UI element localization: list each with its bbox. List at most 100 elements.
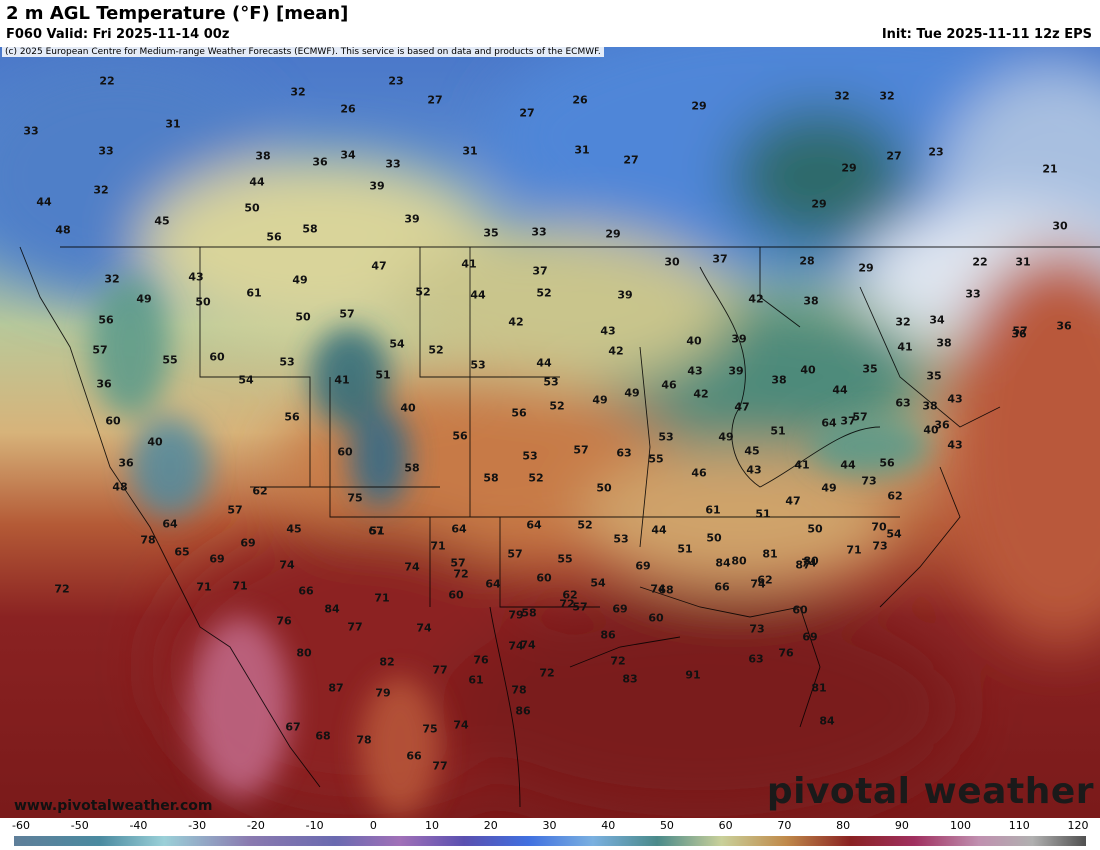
temperature-label: 55	[162, 353, 178, 367]
temperature-label: 49	[624, 386, 640, 400]
temperature-label: 56	[511, 406, 527, 420]
temperature-label: 74	[650, 582, 666, 596]
temperature-label: 44	[249, 175, 265, 189]
temperature-label: 37	[840, 414, 856, 428]
temperature-label: 57	[227, 503, 243, 517]
temperature-label: 38	[803, 294, 819, 308]
temperature-label: 52	[549, 399, 565, 413]
temperature-label: 38	[936, 336, 952, 350]
colorbar-tick-label: 10	[425, 819, 440, 832]
temperature-label: 42	[748, 292, 764, 306]
temperature-label: 21	[1042, 162, 1058, 176]
temperature-label: 47	[785, 494, 801, 508]
temperature-label: 22	[99, 74, 115, 88]
temperature-label: 57	[573, 443, 589, 457]
temperature-label: 36	[96, 377, 112, 391]
temperature-label: 54	[886, 527, 902, 541]
temperature-label: 57	[92, 343, 108, 357]
temperature-label: 67	[285, 720, 301, 734]
temperature-label: 65	[174, 545, 190, 559]
temperature-label: 60	[648, 611, 664, 625]
website-label[interactable]: www.pivotalweather.com	[14, 798, 213, 814]
temperature-label: 58	[483, 471, 499, 485]
temperature-label: 71	[430, 539, 446, 553]
temperature-label: 62	[562, 588, 578, 602]
temperature-label: 29	[811, 197, 827, 211]
temperature-label: 80	[803, 554, 819, 568]
temperature-label: 50	[807, 522, 823, 536]
temperature-label: 32	[290, 85, 306, 99]
temperature-map[interactable]: (c) 2025 European Centre for Medium-rang…	[0, 47, 1100, 818]
temperature-label: 32	[104, 272, 120, 286]
temperature-label: 76	[276, 614, 292, 628]
temperature-label: 49	[821, 481, 837, 495]
temperature-label: 50	[295, 310, 311, 324]
temperature-label: 84	[324, 602, 340, 616]
temperature-label: 60	[337, 445, 353, 459]
temperature-label: 49	[136, 292, 152, 306]
temperature-label: 36	[118, 456, 134, 470]
temperature-label: 39	[731, 332, 747, 346]
temperature-label: 47	[371, 259, 387, 273]
temperature-label: 58	[521, 606, 537, 620]
temperature-label: 45	[744, 444, 760, 458]
temperature-label: 53	[279, 355, 295, 369]
temperature-label: 37	[532, 264, 548, 278]
temperature-label: 73	[872, 539, 888, 553]
temperature-label: 34	[929, 313, 945, 327]
temperature-label: 43	[600, 324, 616, 338]
temperature-label: 82	[379, 655, 395, 669]
temperature-label: 75	[422, 722, 438, 736]
temperature-label: 86	[600, 628, 616, 642]
temperature-label: 64	[526, 518, 542, 532]
temperature-label: 54	[238, 373, 254, 387]
temperature-label: 48	[55, 223, 71, 237]
temperature-label: 40	[147, 435, 163, 449]
colorbar-tick-label: 100	[950, 819, 972, 832]
colorbar-tick-label: -30	[188, 819, 207, 832]
temperature-label: 70	[871, 520, 887, 534]
temperature-label: 40	[686, 334, 702, 348]
temperature-label: 50	[244, 201, 260, 215]
map-title: 2 m AGL Temperature (°F) [mean]	[6, 3, 349, 24]
temperature-label: 39	[728, 364, 744, 378]
temperature-label: 30	[1052, 219, 1068, 233]
temperature-label: 45	[286, 522, 302, 536]
temperature-label: 72	[559, 597, 575, 611]
temperature-label: 22	[972, 255, 988, 269]
temperature-label: 33	[965, 287, 981, 301]
colorbar-tick-label: 20	[483, 819, 498, 832]
pivotal-weather-logo: pivotal weather	[766, 771, 1094, 812]
temperature-label: 44	[651, 523, 667, 537]
temperature-label: 67	[368, 524, 384, 538]
temperature-label: 63	[616, 446, 632, 460]
temperature-label: 77	[432, 663, 448, 677]
temperature-label: 53	[522, 449, 538, 463]
temperature-label: 30	[664, 255, 680, 269]
temperature-label: 78	[356, 733, 372, 747]
temperature-label: 23	[928, 145, 944, 159]
temperature-label: 49	[292, 273, 308, 287]
temperature-label: 77	[347, 620, 363, 634]
temperature-label: 74	[279, 558, 295, 572]
temperature-label: 27	[427, 93, 443, 107]
temperature-label: 39	[404, 212, 420, 226]
temperature-label: 51	[375, 368, 391, 382]
temperature-label: 75	[347, 491, 363, 505]
temperature-label: 78	[511, 683, 527, 697]
temperature-label: 74	[508, 639, 524, 653]
temperature-label: 79	[375, 686, 391, 700]
temperature-label: 39	[369, 179, 385, 193]
temperature-label: 87	[795, 558, 811, 572]
temperature-label: 53	[543, 375, 559, 389]
temperature-label: 69	[612, 602, 628, 616]
temperature-label: 26	[340, 102, 356, 116]
colorbar-tick-label: -20	[246, 819, 265, 832]
temperature-label: 69	[209, 552, 225, 566]
temperature-label: 52	[415, 285, 431, 299]
temperature-label: 52	[577, 518, 593, 532]
temperature-label: 46	[691, 466, 707, 480]
temperature-label: 60	[209, 350, 225, 364]
temperature-label: 23	[388, 74, 404, 88]
temperature-label: 74	[404, 560, 420, 574]
